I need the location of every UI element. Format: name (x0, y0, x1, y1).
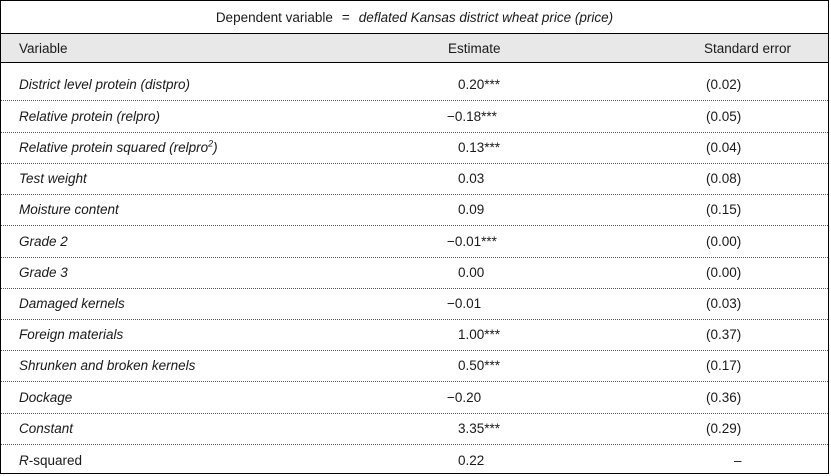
header-divider (1, 62, 828, 63)
table-row: Relative protein (relpro) −0.18*** (0.05… (1, 101, 828, 133)
caption-equals: = (341, 9, 350, 25)
row-variable: Grade 3 (19, 265, 68, 280)
row-variable-superscript: 2 (208, 138, 214, 149)
row-std-error: (0.02) (706, 77, 742, 92)
row-estimate: 0.13*** (458, 140, 501, 155)
row-estimate: −0.01 (447, 296, 482, 311)
table-row: Relative protein squared (relpro2) 0.13*… (1, 132, 828, 164)
row-variable: Constant (19, 421, 74, 436)
row-variable-text: Relative protein squared (relpro (19, 140, 209, 155)
row-estimate: −0.18*** (447, 109, 497, 124)
table-row: Grade 3 0.00 (0.00) (1, 257, 828, 289)
row-variable: Relative protein squared (relpro2) (19, 138, 218, 155)
row-std-error: (0.17) (706, 358, 742, 373)
row-estimate: 0.20*** (458, 77, 501, 92)
row-variable: Grade 2 (19, 234, 68, 249)
row-estimate: 0.00 (458, 265, 485, 280)
caption-description: deflated Kansas district wheat price (pr… (358, 9, 614, 25)
row-variable: District level protein (distpro) (19, 77, 191, 92)
table-row: Test weight 0.03 (0.08) (1, 163, 828, 195)
row-estimate: −0.20 (447, 390, 482, 405)
column-header-std-error: Standard error (704, 41, 792, 56)
column-header-estimate: Estimate (448, 41, 501, 56)
row-variable: R-squared (19, 453, 82, 468)
table-caption: Dependent variable = deflated Kansas dis… (1, 1, 828, 33)
table-row: District level protein (distpro) 0.20***… (1, 69, 828, 101)
header-row: Variable Estimate Standard error (1, 34, 828, 62)
row-std-error: (0.29) (706, 421, 742, 436)
row-variable-suffix: ) (213, 140, 218, 155)
table-row: Foreign materials 1.00*** (0.37) (1, 319, 828, 351)
row-estimate: 0.03 (458, 171, 485, 186)
row-std-error: – (734, 453, 742, 468)
row-std-error: (0.36) (706, 390, 742, 405)
row-std-error: (0.08) (706, 171, 742, 186)
row-estimate: −0.01*** (447, 234, 497, 249)
row-std-error: (0.00) (706, 234, 742, 249)
row-variable: Damaged kernels (19, 296, 125, 311)
row-std-error: (0.05) (706, 109, 742, 124)
row-variable-italic: R (19, 453, 29, 468)
column-header-variable: Variable (19, 41, 68, 56)
table-row: Shrunken and broken kernels 0.50*** (0.1… (1, 350, 828, 382)
row-estimate: 0.22 (458, 453, 485, 468)
row-variable: Test weight (19, 171, 87, 186)
row-estimate: 3.35*** (458, 421, 501, 436)
row-variable: Shrunken and broken kernels (19, 358, 196, 373)
row-estimate: 0.09 (458, 202, 485, 217)
row-estimate: 0.50*** (458, 358, 501, 373)
row-variable: Foreign materials (19, 327, 124, 342)
table-row: Dockage −0.20 (0.36) (1, 382, 828, 414)
table-row: Damaged kernels −0.01 (0.03) (1, 288, 828, 320)
row-estimate: 1.00*** (458, 327, 501, 342)
table-row: Grade 2 −0.01*** (0.00) (1, 226, 828, 258)
caption-prefix: Dependent variable (215, 9, 333, 25)
row-variable: Dockage (19, 390, 73, 405)
caption-divider (1, 33, 828, 34)
row-std-error: (0.37) (706, 327, 742, 342)
row-std-error: (0.15) (706, 202, 742, 217)
table-row: R-squared 0.22 – (1, 445, 828, 476)
table-row: Constant 3.35*** (0.29) (1, 413, 828, 445)
row-variable: Moisture content (19, 202, 119, 217)
row-std-error: (0.00) (706, 265, 742, 280)
row-std-error: (0.04) (706, 140, 742, 155)
row-variable: Relative protein (relpro) (19, 109, 161, 124)
row-variable-text: -squared (28, 453, 83, 468)
table-row: Moisture content 0.09 (0.15) (1, 194, 828, 226)
row-std-error: (0.03) (706, 296, 742, 311)
